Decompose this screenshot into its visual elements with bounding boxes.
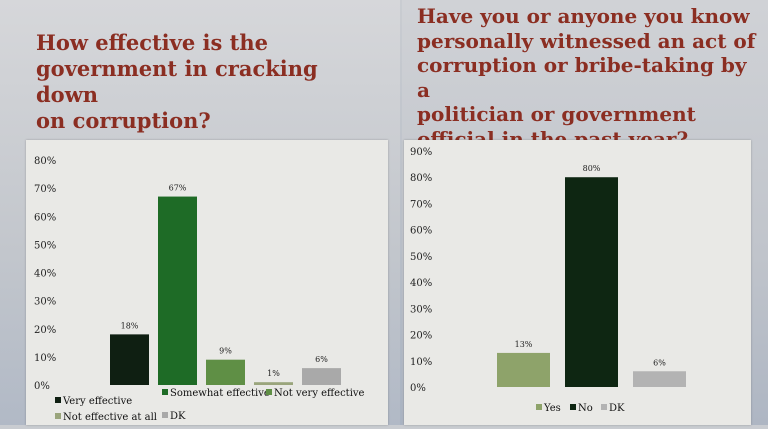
legend-item: DK [162,411,186,422]
title-line: personally witnessed an act of [417,28,756,53]
title-line: politician or government [417,102,696,126]
title-line: How effective is the [36,30,268,55]
y-tick-label: 0% [410,383,426,394]
y-tick-label: 70% [410,199,432,210]
bar-chart-witnessed: 0% 10% 20% 30% 40% 50% 60% 70% 80% 90% 13% 80% 6% Yes… [410,147,686,414]
y-tick-label: 40% [34,269,56,280]
y-tick-label: 80% [410,173,432,184]
bar-not-effective-at-all [254,382,293,385]
legend-item: DK [601,403,625,414]
bar-not-very-effective [206,359,245,385]
bar-chart-effectiveness: 0% 10% 20% 30% 40% 50% 60% 70% 80% 18% 67% 9% 1% 6% Ve… [34,156,365,423]
y-tick-label: 80% [34,156,56,167]
y-tick-label: 30% [410,304,432,315]
title-line: corruption or bribe-taking by a [417,53,747,102]
data-label: 18% [121,321,139,330]
chart-title-right: Have you or anyone you know personally w… [417,4,757,151]
legend-swatch [570,404,576,410]
title-line: Have you or anyone you know [417,4,750,28]
y-tick-label: 20% [34,325,56,336]
y-tick-label: 20% [410,331,432,342]
y-tick-label: 30% [34,297,56,308]
legend-label: DK [609,403,625,414]
chart-panel-left: 0% 10% 20% 30% 40% 50% 60% 70% 80% 18% 67% 9% 1% 6% Ve… [26,140,388,425]
data-label: 1% [267,369,280,378]
legend-label: No [578,403,593,414]
y-tick-label: 60% [34,212,56,223]
legend-label: Yes [543,403,561,414]
legend-label: Not effective at all [63,412,157,423]
data-label: 9% [219,347,232,356]
y-tick-label: 40% [410,278,432,289]
chart-title-left: How effective is the government in crack… [36,30,381,134]
chart-panel-right: 0% 10% 20% 30% 40% 50% 60% 70% 80% 90% 13% 80% 6% Yes… [404,140,751,425]
y-tick-label: 60% [410,226,432,237]
bar-dk [633,371,686,387]
bar-dk [302,368,341,385]
legend-label: Not very effective [274,388,365,399]
legend-swatch [162,389,168,395]
bar-no [565,177,618,387]
data-label: 67% [169,184,187,193]
legend-swatch [266,389,272,395]
bar-yes [497,352,550,387]
data-label: 13% [515,340,533,349]
legend-item: Yes [536,403,561,414]
legend-label: Somewhat effective [170,388,270,399]
y-tick-label: 50% [34,240,56,251]
title-line: government in cracking down [36,56,318,107]
bar-very-effective [110,334,149,385]
legend-swatch [55,413,61,419]
bar-somewhat-effective [158,196,197,385]
y-tick-label: 0% [34,381,50,392]
data-label: 6% [653,358,666,367]
legend-swatch [162,412,168,418]
legend-item: Not effective at all [55,412,157,423]
legend-item: Somewhat effective [162,388,270,399]
legend-label: Very effective [62,396,132,407]
y-tick-label: 50% [410,252,432,263]
y-tick-label: 10% [410,357,432,368]
data-label: 80% [583,164,601,173]
legend-item: Very effective [55,396,132,407]
data-label: 6% [315,355,328,364]
legend-item: Not very effective [266,388,365,399]
title-line: on corruption? [36,108,211,133]
legend-swatch [601,404,607,410]
y-tick-label: 70% [34,184,56,195]
y-tick-label: 10% [34,353,56,364]
legend-swatch [536,404,542,410]
legend-item: No [570,403,593,414]
legend-label: DK [170,411,186,422]
legend-swatch [55,397,61,403]
y-tick-label: 90% [410,147,432,158]
